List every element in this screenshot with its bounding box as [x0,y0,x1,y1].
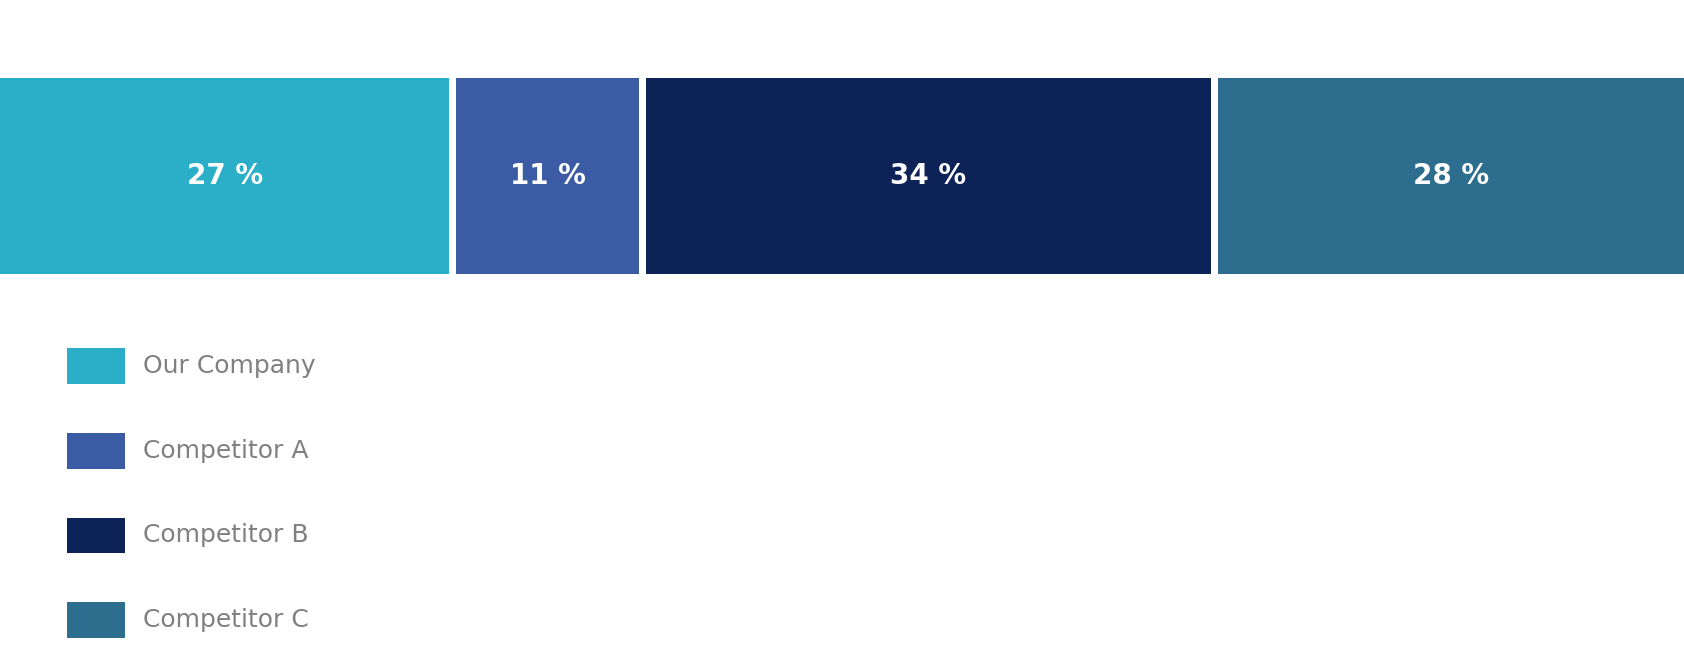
Text: 11 %: 11 % [510,163,586,190]
FancyBboxPatch shape [67,517,125,554]
Text: Our Company: Our Company [143,354,317,377]
Text: 27 %: 27 % [187,163,263,190]
FancyBboxPatch shape [645,78,1211,274]
FancyBboxPatch shape [67,347,125,383]
Text: Competitor B: Competitor B [143,524,308,547]
FancyBboxPatch shape [67,602,125,639]
Text: 34 %: 34 % [891,163,967,190]
Text: 28 %: 28 % [1413,163,1489,190]
FancyBboxPatch shape [67,432,125,469]
Text: Competitor A: Competitor A [143,439,308,462]
Text: Competitor C: Competitor C [143,609,308,632]
FancyBboxPatch shape [456,78,638,274]
FancyBboxPatch shape [0,78,450,274]
FancyBboxPatch shape [1218,78,1684,274]
